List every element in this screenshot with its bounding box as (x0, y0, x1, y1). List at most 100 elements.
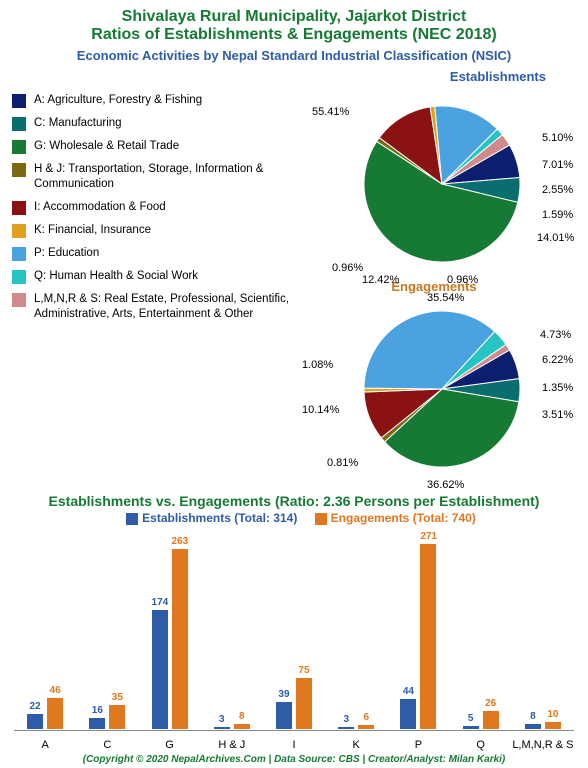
legend-item: H & J: Transportation, Storage, Informat… (12, 162, 292, 192)
pie-pct-label: 6.22% (542, 354, 573, 366)
bar-val-est: 39 (276, 689, 292, 700)
legend-swatch-est (126, 513, 138, 525)
legend-text: A: Agriculture, Forestry & Fishing (34, 93, 202, 108)
bar-val-eng: 271 (420, 531, 436, 542)
bar-est (276, 702, 292, 729)
pie-pct-label: 0.81% (327, 457, 358, 469)
legend-text: K: Financial, Insurance (34, 223, 151, 238)
bar-axis (14, 730, 574, 731)
legend-item: G: Wholesale & Retail Trade (12, 139, 292, 154)
bar-val-est: 174 (152, 597, 168, 608)
bar-category-label: P (387, 739, 449, 751)
bar-chart-title: Establishments vs. Engagements (Ratio: 2… (0, 493, 588, 509)
pie-pct-label: 3.51% (542, 409, 573, 421)
bar-val-est: 3 (338, 714, 354, 725)
legend-swatch-eng (315, 513, 327, 525)
legend-text: H & J: Transportation, Storage, Informat… (34, 162, 292, 192)
pie-pct-label: 14.01% (537, 232, 574, 244)
bar-val-eng: 26 (483, 698, 499, 709)
bar-val-eng: 75 (296, 665, 312, 676)
legend-column: A: Agriculture, Forestry & Fishing C: Man… (12, 69, 292, 489)
bar-est (400, 699, 416, 729)
bar-eng (47, 698, 63, 729)
bar-val-eng: 8 (234, 711, 250, 722)
bar-est (89, 718, 105, 729)
bar-val-eng: 6 (358, 712, 374, 723)
legend-swatch (12, 117, 26, 131)
legend-item: A: Agriculture, Forestry & Fishing (12, 93, 292, 108)
bar-category-label: L,M,N,R & S (512, 739, 574, 751)
bar-val-est: 3 (214, 714, 230, 725)
legend-swatch (12, 224, 26, 238)
bar-val-est: 5 (463, 713, 479, 724)
legend-text: G: Wholesale & Retail Trade (34, 139, 179, 154)
legend-swatch (12, 293, 26, 307)
bar-val-eng: 35 (109, 692, 125, 703)
legend-swatch (12, 270, 26, 284)
pie1-wrap: 7.01%5.10%55.41%0.96%12.42%0.96%14.01%1.… (292, 84, 576, 279)
bar-category-label: H & J (201, 739, 263, 751)
bar-category-label: A (14, 739, 76, 751)
chart-title: Shivalaya Rural Municipality, Jajarkot D… (0, 0, 588, 44)
bar-area: 224616351742633839753644271526810 (14, 535, 574, 729)
pie-pct-label: 5.10% (542, 132, 573, 144)
footer-credit: (Copyright © 2020 NepalArchives.Com | Da… (0, 754, 588, 765)
legend-label-eng: Engagements (Total: 740) (331, 511, 476, 525)
bar-eng (109, 705, 125, 729)
legend-swatch (12, 247, 26, 261)
pie-pct-label: 4.73% (540, 329, 571, 341)
bar-val-est: 44 (400, 686, 416, 697)
pies-column: Establishments 7.01%5.10%55.41%0.96%12.4… (292, 69, 576, 489)
title-line1: Shivalaya Rural Municipality, Jajarkot D… (0, 8, 588, 26)
legend-swatch (12, 140, 26, 154)
bar-val-eng: 46 (47, 685, 63, 696)
bar-est (27, 714, 43, 729)
pie2-wrap: 6.22%4.73%35.54%1.08%10.14%0.81%36.62%3.… (292, 294, 576, 489)
legend-item: C: Manufacturing (12, 116, 292, 131)
pie-pct-label: 0.96% (447, 274, 478, 286)
title-line2: Ratios of Establishments & Engagements (… (0, 26, 588, 44)
legend-text: L,M,N,R & S: Real Estate, Professional, … (34, 292, 292, 322)
bar-est (463, 726, 479, 729)
pie-pct-label: 2.55% (542, 184, 573, 196)
bar-est (525, 724, 541, 729)
pie-pct-label: 10.14% (302, 404, 339, 416)
chart-subtitle: Economic Activities by Nepal Standard In… (0, 48, 588, 63)
bar-category-label: C (76, 739, 138, 751)
bar-eng (234, 724, 250, 729)
bar-category-label: Q (450, 739, 512, 751)
pie-pct-label: 0.96% (332, 262, 363, 274)
legend-item: K: Financial, Insurance (12, 223, 292, 238)
bar-eng (296, 678, 312, 729)
legend-swatch (12, 94, 26, 108)
bar-eng (483, 711, 499, 729)
legend-text: Q: Human Health & Social Work (34, 269, 198, 284)
pie-pct-label: 55.41% (312, 106, 349, 118)
legend-label-est: Establishments (Total: 314) (142, 511, 297, 525)
legend-swatch (12, 201, 26, 215)
top-section: A: Agriculture, Forestry & Fishing C: Man… (0, 63, 588, 489)
bar-est (338, 727, 354, 729)
bar-chart: 224616351742633839753644271526810 ACGH &… (14, 529, 574, 759)
bar-eng (358, 725, 374, 729)
pie-pct-label: 7.01% (542, 159, 573, 171)
bar-est (152, 610, 168, 729)
bar-est (214, 727, 230, 729)
pie-pct-label: 12.42% (362, 274, 399, 286)
legend-text: C: Manufacturing (34, 116, 122, 131)
bar-val-est: 8 (525, 711, 541, 722)
legend-item: Q: Human Health & Social Work (12, 269, 292, 284)
legend-text: P: Education (34, 246, 99, 261)
pie-pct-label: 35.54% (427, 292, 464, 304)
pie-pct-label: 1.08% (302, 359, 333, 371)
pie-pct-label: 1.35% (542, 382, 573, 394)
legend-item: P: Education (12, 246, 292, 261)
bar-category-label: G (138, 739, 200, 751)
bar-chart-legend: Establishments (Total: 314) Engagements … (0, 511, 588, 525)
bar-eng (172, 549, 188, 729)
legend-text: I: Accommodation & Food (34, 200, 166, 215)
bar-val-eng: 10 (545, 709, 561, 720)
pie-pct-label: 1.59% (542, 209, 573, 221)
bar-category-label: K (325, 739, 387, 751)
bar-eng (420, 544, 436, 729)
